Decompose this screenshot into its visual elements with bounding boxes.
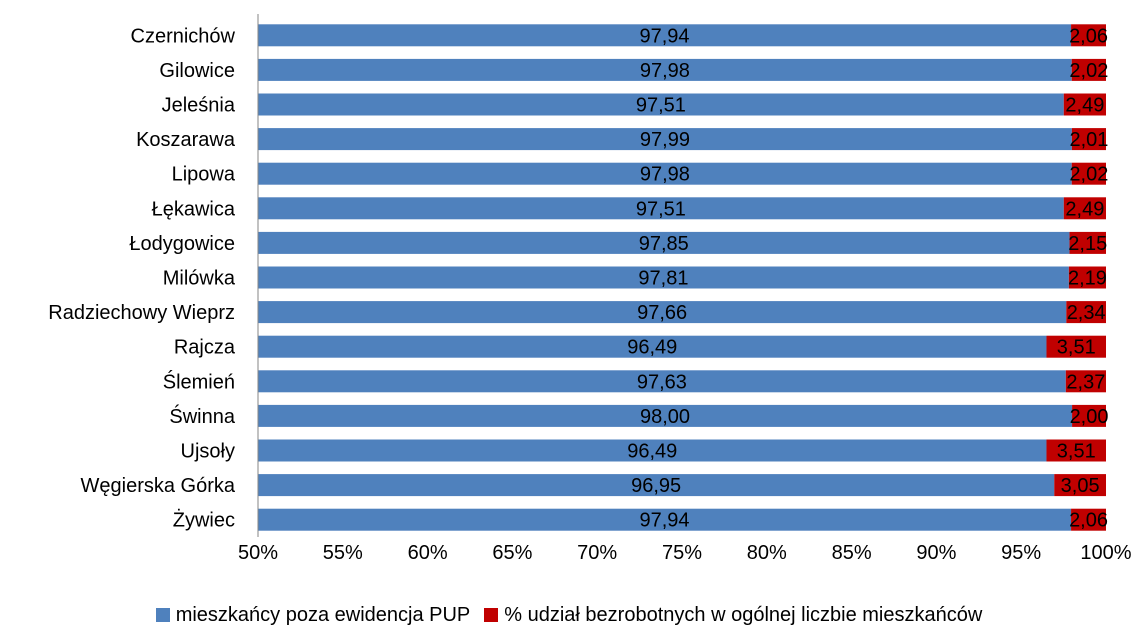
category-label: Gilowice — [159, 60, 235, 82]
legend-swatch-series-2 — [484, 608, 499, 622]
data-label-series-2-8: 2,19 — [1068, 268, 1107, 290]
bar-series-1-8 — [258, 266, 1069, 289]
bar-series-2-5 — [1071, 162, 1106, 185]
data-label-series-1-9: 97,66 — [637, 302, 687, 324]
category-label: Ujsoły — [181, 441, 235, 463]
category-label: Świnna — [169, 404, 235, 428]
category-label: Rajcza — [174, 337, 236, 359]
bar-series-2-7 — [1069, 231, 1106, 254]
data-label-series-2-3: 2,49 — [1065, 95, 1104, 117]
bar-series-2-8 — [1068, 266, 1106, 289]
data-label-series-1-2: 97,98 — [640, 60, 690, 82]
bars-group: 97,94 2,06 97,98 2,02 97,51 2,49 97,99 2,01 97,9… — [258, 24, 1109, 532]
data-label-series-1-7: 97,85 — [639, 233, 689, 255]
bar-series-2-9 — [1066, 301, 1106, 324]
bar-series-1-2 — [258, 58, 1072, 81]
category-label: Żywiec — [173, 509, 235, 532]
category-label: Łodygowice — [129, 233, 235, 255]
data-label-series-1-15: 97,94 — [639, 510, 689, 532]
bar-series-2-11 — [1065, 370, 1106, 393]
data-label-series-1-13: 96,49 — [627, 441, 677, 463]
x-tick-label: 80% — [747, 542, 787, 564]
x-tick-label: 50% — [238, 542, 278, 564]
data-label-series-1-4: 97,99 — [640, 129, 690, 151]
data-label-series-2-12: 2,00 — [1070, 406, 1109, 428]
bar-series-1-4 — [258, 128, 1072, 151]
x-tick-label: 75% — [662, 542, 702, 564]
data-label-series-1-11: 97,63 — [637, 371, 687, 393]
x-tick-label: 70% — [577, 542, 617, 564]
legend-label-series-2: % udział bezrobotnych w ogólnej liczbie … — [504, 603, 983, 626]
bar-series-1-10 — [258, 335, 1047, 358]
stacked-bar-chart: 97,94 2,06 97,98 2,02 97,51 2,49 97,99 2,01 97,9… — [48, 14, 1132, 564]
data-label-series-1-3: 97,51 — [636, 95, 686, 117]
data-label-series-2-14: 3,05 — [1061, 475, 1100, 497]
category-label: Lipowa — [172, 164, 236, 186]
category-label: Łękawica — [152, 198, 236, 220]
data-label-series-2-13: 3,51 — [1057, 441, 1096, 463]
category-label: Koszarawa — [136, 129, 236, 151]
data-label-series-2-6: 2,49 — [1065, 198, 1104, 220]
legend: mieszkańcy poza ewidencja PUP % udział b… — [0, 600, 1138, 630]
data-label-series-1-5: 97,98 — [640, 164, 690, 186]
bar-series-1-3 — [258, 93, 1064, 116]
category-label: Jeleśnia — [162, 95, 236, 117]
legend-swatch-series-1 — [155, 608, 170, 622]
bar-series-2-13 — [1046, 439, 1106, 462]
legend-label-series-1: mieszkańcy poza ewidencja PUP — [175, 603, 471, 626]
bar-series-1-5 — [258, 162, 1072, 185]
data-label-series-2-1: 2,06 — [1069, 25, 1108, 47]
bar-series-2-12 — [1072, 404, 1106, 427]
bar-series-2-2 — [1071, 58, 1106, 81]
data-label-series-1-10: 96,49 — [627, 337, 677, 359]
bar-series-1-13 — [258, 439, 1047, 462]
data-label-series-2-9: 2,34 — [1067, 302, 1106, 324]
data-label-series-2-15: 2,06 — [1069, 510, 1108, 532]
bar-series-1-12 — [258, 404, 1073, 427]
bar-series-2-1 — [1071, 24, 1106, 47]
legend-item-series-2: % udział bezrobotnych w ogólnej liczbie … — [484, 604, 982, 627]
bar-series-1-14 — [258, 474, 1055, 497]
data-label-series-2-5: 2,02 — [1069, 164, 1108, 186]
data-label-series-1-12: 98,00 — [640, 406, 690, 428]
bar-series-1-7 — [258, 231, 1070, 254]
x-tick-label: 65% — [492, 542, 532, 564]
data-label-series-2-2: 2,02 — [1069, 60, 1108, 82]
data-label-series-2-10: 3,51 — [1057, 337, 1096, 359]
data-label-series-2-11: 2,37 — [1066, 371, 1105, 393]
bar-series-1-6 — [258, 197, 1064, 220]
x-tick-label: 95% — [1001, 542, 1041, 564]
data-label-series-1-1: 97,94 — [639, 25, 689, 47]
category-label: Węgierska Górka — [81, 475, 236, 497]
data-label-series-2-4: 2,01 — [1069, 129, 1108, 151]
bar-series-2-14 — [1054, 474, 1106, 497]
bar-series-1-11 — [258, 370, 1066, 393]
category-label: Radziechowy Wieprz — [48, 302, 235, 324]
category-labels: Czernichów Gilowice Jeleśnia Koszarawa Lipow… — [48, 25, 236, 531]
data-label-series-1-8: 97,81 — [638, 268, 688, 290]
category-label: Ślemień — [163, 369, 235, 393]
data-label-series-2-7: 2,15 — [1068, 233, 1107, 255]
data-label-series-1-14: 96,95 — [631, 475, 681, 497]
bar-series-1-1 — [258, 24, 1072, 47]
x-tick-label: 100% — [1080, 542, 1131, 564]
bar-series-1-15 — [258, 508, 1072, 531]
data-label-series-1-6: 97,51 — [636, 198, 686, 220]
category-label: Czernichów — [131, 25, 236, 47]
x-tick-label: 90% — [916, 542, 956, 564]
bar-series-2-6 — [1063, 197, 1106, 220]
category-label: Milówka — [163, 268, 236, 290]
bar-series-2-3 — [1063, 93, 1106, 116]
x-tick-label: 60% — [408, 542, 448, 564]
bar-series-1-9 — [258, 301, 1067, 324]
x-tick-label: 55% — [323, 542, 363, 564]
x-axis-ticks: 50% 55% 60% 65% 70% 75% 80% 85% 90% 95% 100% — [238, 542, 1132, 564]
bar-series-2-10 — [1046, 335, 1106, 358]
legend-item-series-1: mieszkańcy poza ewidencja PUP — [155, 603, 471, 627]
x-tick-label: 85% — [832, 542, 872, 564]
bar-series-2-15 — [1071, 508, 1106, 531]
bar-series-2-4 — [1071, 128, 1106, 151]
